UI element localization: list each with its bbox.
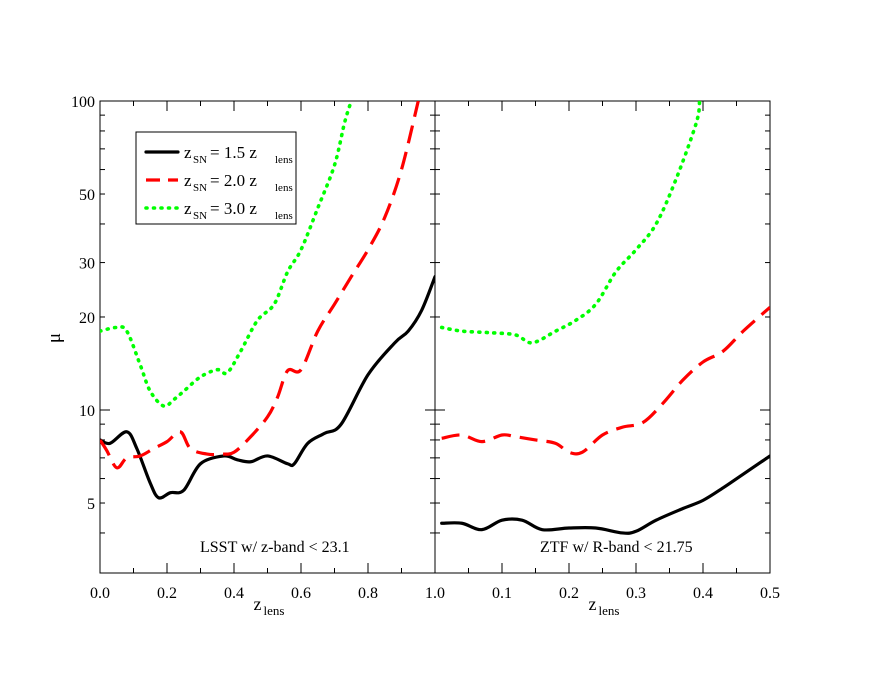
- x-axis-label: z: [589, 594, 597, 614]
- x-tick-label: 0.2: [559, 585, 579, 602]
- legend-label-mid: = 1.5 z: [210, 143, 257, 162]
- y-tick-label: 10: [79, 403, 95, 420]
- legend-label-sub2: lens: [275, 210, 293, 222]
- legend-label-sub: SN: [193, 210, 207, 222]
- legend-label-base: z: [184, 199, 192, 218]
- x-tick-label: 0.5: [760, 585, 780, 602]
- x-tick-label: 0.0: [90, 585, 110, 602]
- x-axis-label-sub: lens: [264, 603, 285, 618]
- panel-annotation: ZTF w/ R-band < 21.75: [540, 539, 693, 556]
- x-tick-label: 0.4: [224, 585, 244, 602]
- x-axis-label: z: [254, 594, 262, 614]
- series-line-dashed: [441, 306, 770, 456]
- series-group-right: [439, 101, 770, 535]
- text-layer: 0.0 0.2 0.4 0.6 0.8 1.0 5 10 20 30 50 100 LSST w/ z-…: [44, 94, 780, 618]
- series-layer: [100, 101, 770, 535]
- y-tick-label: 30: [79, 256, 95, 273]
- series-line-solid: [100, 275, 435, 500]
- y-tick-label: 100: [71, 94, 95, 111]
- x-tick-label: 1.0: [425, 585, 445, 602]
- legend-label-sub2: lens: [275, 154, 293, 166]
- legend-label-sub2: lens: [275, 182, 293, 194]
- x-tick-label: 0.1: [492, 585, 512, 602]
- y-tick-label: 20: [79, 310, 95, 327]
- series-group-left: [100, 101, 435, 500]
- x-tick-label: 0.8: [358, 585, 378, 602]
- y-axis-label: μ: [44, 333, 65, 343]
- series-line-dashed: [100, 101, 420, 470]
- legend-label-base: z: [184, 143, 192, 162]
- series-line-dotted: [439, 101, 702, 345]
- x-tick-label: 0.6: [291, 585, 311, 602]
- legend-label-mid: = 3.0 z: [210, 199, 257, 218]
- series-line-dotted: [100, 101, 354, 409]
- legend-label-sub: SN: [193, 154, 207, 166]
- legend-label-sub: SN: [193, 182, 207, 194]
- plot-frame-right: [434, 100, 771, 574]
- x-tick-label: 0.2: [157, 585, 177, 602]
- series-line-solid: [440, 454, 770, 535]
- x-axis-label-sub: lens: [599, 603, 620, 618]
- axes-layer: [99, 100, 771, 574]
- panel-annotation: LSST w/ z-band < 23.1: [200, 539, 350, 556]
- x-tick-label: 0.4: [693, 585, 713, 602]
- y-tick-label: 50: [79, 187, 95, 204]
- y-tick-label: 5: [87, 496, 95, 513]
- legend-label-mid: = 2.0 z: [210, 171, 257, 190]
- legend-label-base: z: [184, 171, 192, 190]
- x-tick-label: 0.3: [626, 585, 646, 602]
